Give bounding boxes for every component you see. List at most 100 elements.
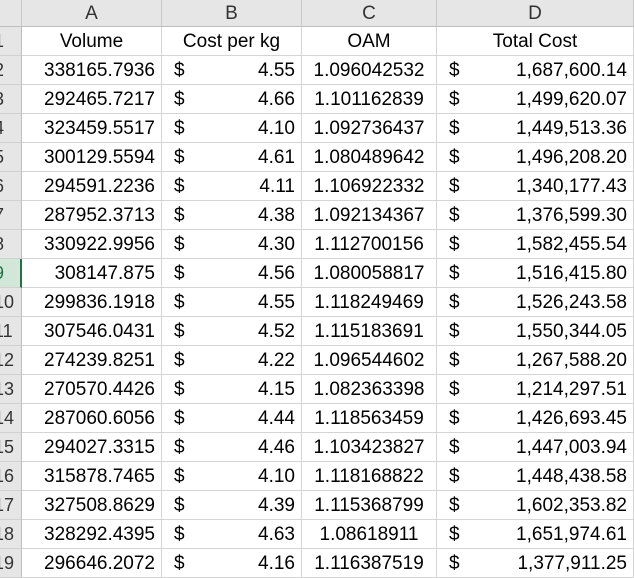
cell-b7[interactable]: $4.38 bbox=[162, 201, 302, 230]
cell-b4[interactable]: $4.10 bbox=[162, 114, 302, 143]
cell-d10[interactable]: $1,526,243.58 bbox=[437, 288, 634, 317]
cell-c11[interactable]: 1.115183691 bbox=[302, 317, 437, 346]
cell-c16[interactable]: 1.118168822 bbox=[302, 462, 437, 491]
cell-d5[interactable]: $1,496,208.20 bbox=[437, 143, 634, 172]
cell-a14[interactable]: 287060.6056 bbox=[22, 404, 162, 433]
cell-c2[interactable]: 1.096042532 bbox=[302, 56, 437, 85]
cell-a19[interactable]: 296646.2072 bbox=[22, 549, 162, 578]
cell-b9[interactable]: $4.56 bbox=[162, 259, 302, 288]
row-header-17[interactable]: 17 bbox=[0, 491, 22, 520]
cell-b16[interactable]: $4.10 bbox=[162, 462, 302, 491]
cell-d8[interactable]: $1,582,455.54 bbox=[437, 230, 634, 259]
row-header-4[interactable]: 4 bbox=[0, 114, 22, 143]
cell-a8[interactable]: 330922.9956 bbox=[22, 230, 162, 259]
cell-d13[interactable]: $1,214,297.51 bbox=[437, 375, 634, 404]
cell-c10[interactable]: 1.118249469 bbox=[302, 288, 437, 317]
cell-a15[interactable]: 294027.3315 bbox=[22, 433, 162, 462]
row-header-5[interactable]: 5 bbox=[0, 143, 22, 172]
cell-d18[interactable]: $1,651,974.61 bbox=[437, 520, 634, 549]
cell-c14[interactable]: 1.118563459 bbox=[302, 404, 437, 433]
cell-c17[interactable]: 1.115368799 bbox=[302, 491, 437, 520]
column-header-a[interactable]: A bbox=[22, 0, 162, 27]
cell-b3[interactable]: $4.66 bbox=[162, 85, 302, 114]
cell-c6[interactable]: 1.106922332 bbox=[302, 172, 437, 201]
cell-b14[interactable]: $4.44 bbox=[162, 404, 302, 433]
cell-b18[interactable]: $4.63 bbox=[162, 520, 302, 549]
cell-b2[interactable]: $4.55 bbox=[162, 56, 302, 85]
cell-a12[interactable]: 274239.8251 bbox=[22, 346, 162, 375]
row-header-12[interactable]: 12 bbox=[0, 346, 22, 375]
column-header-b[interactable]: B bbox=[162, 0, 302, 27]
cell-a18[interactable]: 328292.4395 bbox=[22, 520, 162, 549]
cell-b5[interactable]: $4.61 bbox=[162, 143, 302, 172]
cell-b6[interactable]: $4.11 bbox=[162, 172, 302, 201]
row-header-13[interactable]: 13 bbox=[0, 375, 22, 404]
row-header-3[interactable]: 3 bbox=[0, 85, 22, 114]
row-header-1[interactable]: 1 bbox=[0, 27, 22, 56]
cell-d9[interactable]: $1,516,415.80 bbox=[437, 259, 634, 288]
row-header-10[interactable]: 10 bbox=[0, 288, 22, 317]
cell-b15[interactable]: $4.46 bbox=[162, 433, 302, 462]
cell-a7[interactable]: 287952.3713 bbox=[22, 201, 162, 230]
header-cell-c[interactable]: OAM bbox=[302, 27, 437, 56]
cell-b11[interactable]: $4.52 bbox=[162, 317, 302, 346]
cell-d4[interactable]: $1,449,513.36 bbox=[437, 114, 634, 143]
row-header-18[interactable]: 18 bbox=[0, 520, 22, 549]
cell-a5[interactable]: 300129.5594 bbox=[22, 143, 162, 172]
cell-d3[interactable]: $1,499,620.07 bbox=[437, 85, 634, 114]
column-header-c[interactable]: C bbox=[302, 0, 437, 27]
cell-d6[interactable]: $1,340,177.43 bbox=[437, 172, 634, 201]
cell-c13[interactable]: 1.082363398 bbox=[302, 375, 437, 404]
cell-b19[interactable]: $4.16 bbox=[162, 549, 302, 578]
cell-a6[interactable]: 294591.2236 bbox=[22, 172, 162, 201]
row-header-14[interactable]: 14 bbox=[0, 404, 22, 433]
row-header-15[interactable]: 15 bbox=[0, 433, 22, 462]
row-header-6[interactable]: 6 bbox=[0, 172, 22, 201]
cell-c8[interactable]: 1.112700156 bbox=[302, 230, 437, 259]
cell-c15[interactable]: 1.103423827 bbox=[302, 433, 437, 462]
header-cell-d[interactable]: Total Cost bbox=[437, 27, 634, 56]
row-header-19[interactable]: 19 bbox=[0, 549, 22, 578]
cell-a4[interactable]: 323459.5517 bbox=[22, 114, 162, 143]
row-header-11[interactable]: 11 bbox=[0, 317, 22, 346]
cell-c9[interactable]: 1.080058817 bbox=[302, 259, 437, 288]
cell-a17[interactable]: 327508.8629 bbox=[22, 491, 162, 520]
select-all-corner[interactable] bbox=[0, 0, 22, 27]
row-header-7[interactable]: 7 bbox=[0, 201, 22, 230]
cell-a3[interactable]: 292465.7217 bbox=[22, 85, 162, 114]
cell-b8[interactable]: $4.30 bbox=[162, 230, 302, 259]
cell-a13[interactable]: 270570.4426 bbox=[22, 375, 162, 404]
cell-a10[interactable]: 299836.1918 bbox=[22, 288, 162, 317]
cell-d15[interactable]: $1,447,003.94 bbox=[437, 433, 634, 462]
cell-c4[interactable]: 1.092736437 bbox=[302, 114, 437, 143]
cell-c7[interactable]: 1.092134367 bbox=[302, 201, 437, 230]
header-cell-a[interactable]: Volume bbox=[22, 27, 162, 56]
row-header-16[interactable]: 16 bbox=[0, 462, 22, 491]
cell-d7[interactable]: $1,376,599.30 bbox=[437, 201, 634, 230]
cell-b10[interactable]: $4.55 bbox=[162, 288, 302, 317]
cell-a9[interactable]: 308147.875 bbox=[22, 259, 162, 288]
cell-b17[interactable]: $4.39 bbox=[162, 491, 302, 520]
cell-c3[interactable]: 1.101162839 bbox=[302, 85, 437, 114]
cell-c18[interactable]: 1.08618911 bbox=[302, 520, 437, 549]
cell-b13[interactable]: $4.15 bbox=[162, 375, 302, 404]
row-header-9[interactable]: 9 bbox=[0, 259, 22, 288]
cell-c5[interactable]: 1.080489642 bbox=[302, 143, 437, 172]
cell-c12[interactable]: 1.096544602 bbox=[302, 346, 437, 375]
row-header-8[interactable]: 8 bbox=[0, 230, 22, 259]
cell-a11[interactable]: 307546.0431 bbox=[22, 317, 162, 346]
cell-d2[interactable]: $1,687,600.14 bbox=[437, 56, 634, 85]
cell-d14[interactable]: $1,426,693.45 bbox=[437, 404, 634, 433]
cell-d12[interactable]: $1,267,588.20 bbox=[437, 346, 634, 375]
cell-a2[interactable]: 338165.7936 bbox=[22, 56, 162, 85]
row-header-2[interactable]: 2 bbox=[0, 56, 22, 85]
header-cell-b[interactable]: Cost per kg bbox=[162, 27, 302, 56]
cell-d17[interactable]: $1,602,353.82 bbox=[437, 491, 634, 520]
cell-d11[interactable]: $1,550,344.05 bbox=[437, 317, 634, 346]
cell-b12[interactable]: $4.22 bbox=[162, 346, 302, 375]
cell-d19[interactable]: $1,377,911.25 bbox=[437, 549, 634, 578]
cell-a16[interactable]: 315878.7465 bbox=[22, 462, 162, 491]
cell-d16[interactable]: $1,448,438.58 bbox=[437, 462, 634, 491]
column-header-d[interactable]: D bbox=[437, 0, 634, 27]
cell-c19[interactable]: 1.116387519 bbox=[302, 549, 437, 578]
